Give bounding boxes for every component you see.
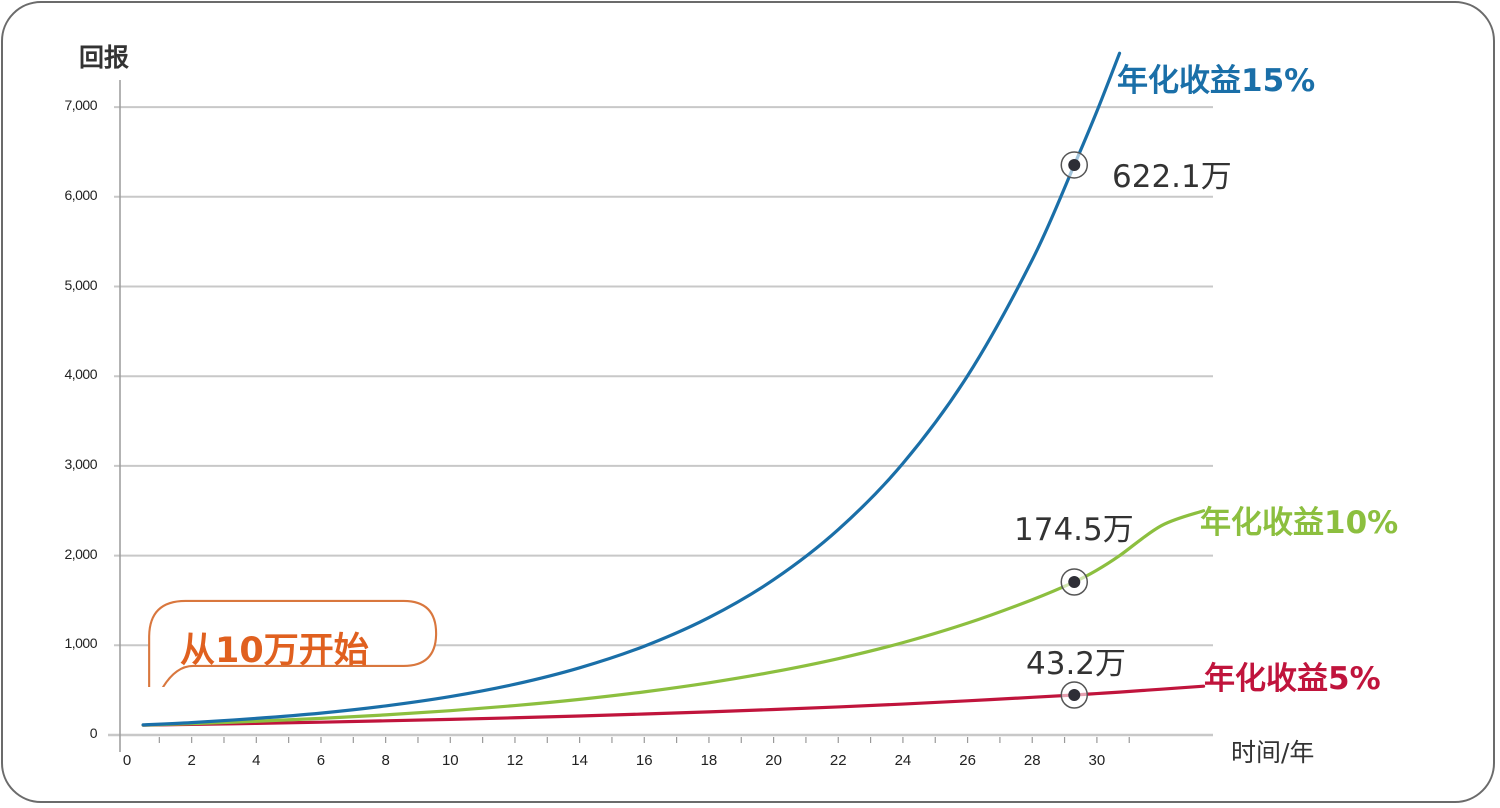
x-tick-label: 0 bbox=[122, 752, 132, 769]
y-tick-label: 3,000 bbox=[64, 455, 97, 472]
y-tick-label: 5,000 bbox=[64, 276, 97, 293]
y-tick-label: 4,000 bbox=[64, 366, 97, 383]
series-line bbox=[141, 509, 1206, 727]
value-label-5pct: 43.2万 bbox=[1026, 646, 1127, 682]
x-tick-label: 8 bbox=[381, 752, 390, 769]
y-axis-title: 回报 bbox=[79, 43, 130, 72]
y-tick-label: 1,000 bbox=[64, 635, 97, 652]
y-tick-label: 2,000 bbox=[64, 545, 97, 562]
x-tick-label: 26 bbox=[959, 752, 976, 769]
series-line bbox=[141, 51, 1122, 727]
x-axis-title: 时间/年 bbox=[1231, 738, 1315, 767]
series-line bbox=[141, 684, 1206, 727]
x-tick-label: 24 bbox=[894, 752, 912, 769]
y-tick-label: 0 bbox=[89, 725, 98, 741]
x-tick-label: 2 bbox=[187, 752, 196, 769]
y-tick-label: 6,000 bbox=[64, 186, 97, 203]
start-callout-bubble bbox=[148, 599, 438, 687]
x-tick-label: 4 bbox=[252, 752, 261, 769]
x-tick-label: 18 bbox=[700, 752, 718, 769]
series-lines bbox=[141, 51, 1206, 727]
x-tick-label: 22 bbox=[829, 752, 847, 769]
value-label-15pct: 622.1万 bbox=[1112, 159, 1232, 195]
x-tick-label: 28 bbox=[1023, 752, 1041, 769]
y-tick-label: 7,000 bbox=[64, 97, 97, 114]
x-tick-label: 16 bbox=[635, 752, 653, 769]
value-label-10pct: 174.5万 bbox=[1014, 512, 1134, 548]
axes bbox=[108, 80, 1213, 752]
legend-label-5pct: 年化收益5% bbox=[1204, 661, 1381, 697]
value-markers bbox=[1060, 151, 1089, 709]
x-tick-label: 10 bbox=[441, 752, 459, 769]
x-tick-label: 12 bbox=[506, 752, 524, 769]
x-tick-label: 20 bbox=[765, 752, 782, 769]
gridlines bbox=[114, 106, 1213, 647]
legend-label-10pct: 年化收益10% bbox=[1200, 505, 1399, 541]
x-tick-label: 14 bbox=[571, 752, 588, 769]
legend-label-15pct: 年化收益15% bbox=[1117, 63, 1316, 99]
x-tick-label: 6 bbox=[316, 752, 326, 769]
start-callout-text: 从10万开始 bbox=[180, 631, 369, 671]
x-tick-label: 30 bbox=[1088, 752, 1106, 769]
